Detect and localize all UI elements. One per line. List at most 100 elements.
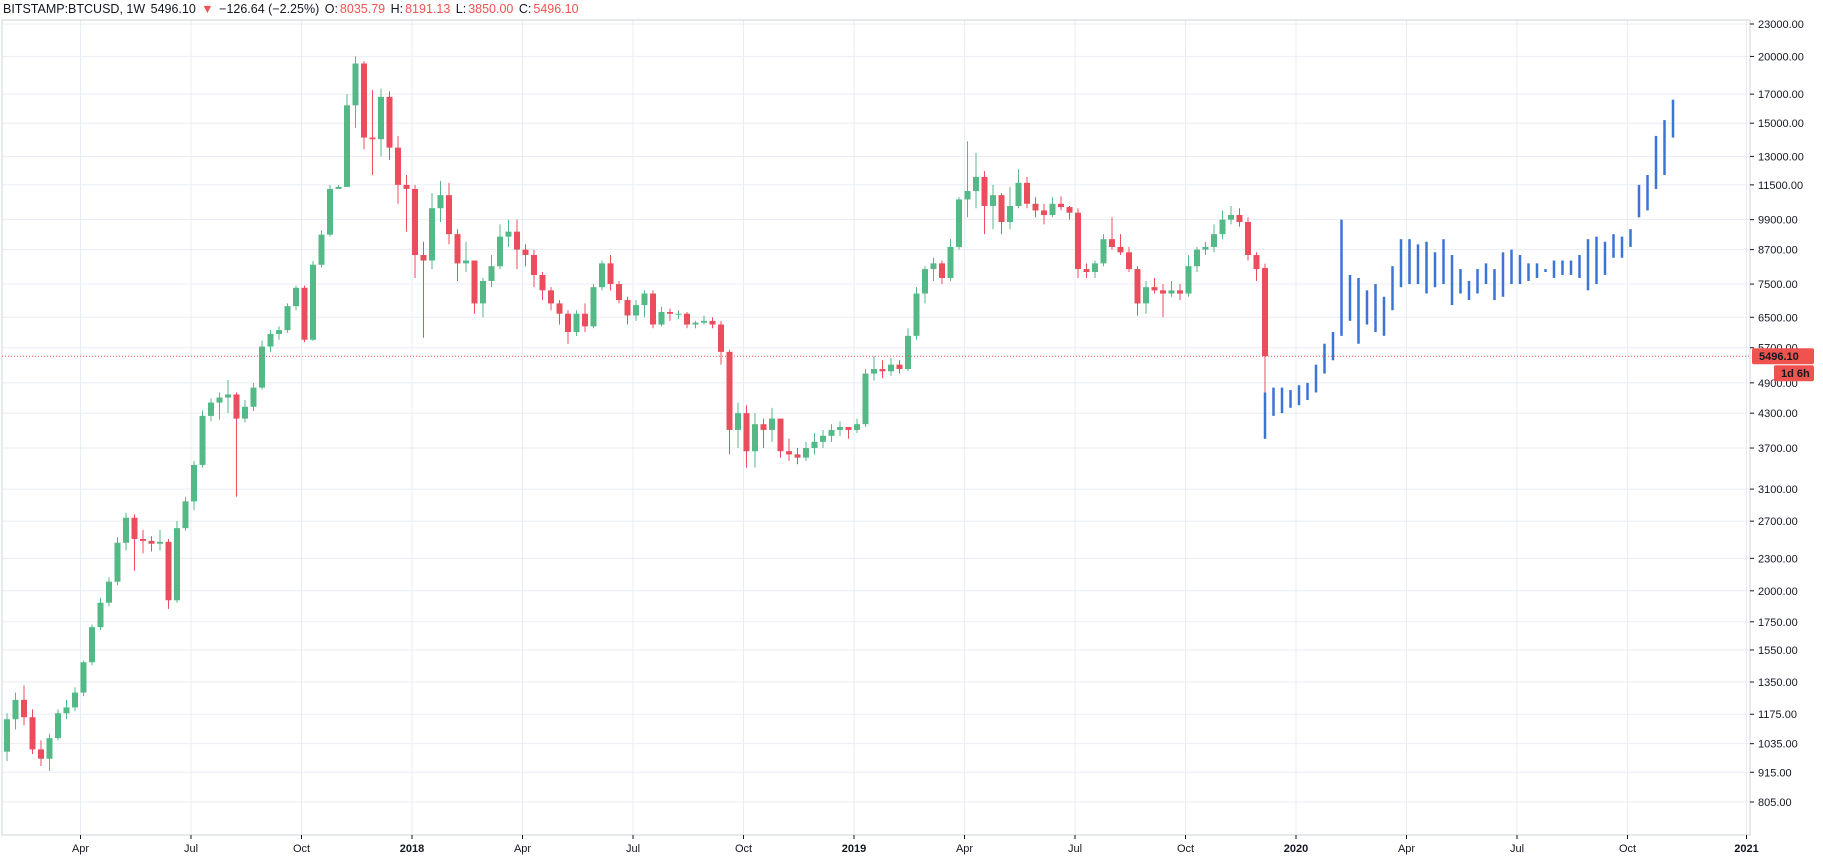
candle: [1211, 224, 1217, 253]
y-tick-label: 4300.00: [1758, 408, 1798, 420]
price-label-bg: [1752, 348, 1814, 365]
candle-body: [582, 313, 588, 327]
candle: [539, 271, 546, 301]
candle: [148, 536, 155, 552]
candle: [463, 241, 469, 272]
candle-body: [310, 264, 316, 340]
time-axis[interactable]: Apr Jul Oct 2018 Apr Jul Oct 2019 Apr Jul Oct 2020 A…: [72, 835, 1823, 855]
candle-body: [539, 274, 546, 291]
price-axis[interactable]: 805.00 915.00 1035.00 1175.00 1350.00 1550.00…: [1750, 19, 1804, 809]
candle-body: [896, 364, 903, 370]
candle: [879, 360, 886, 379]
candle-body: [29, 717, 36, 750]
candle-body: [1219, 219, 1226, 235]
candle-body: [1015, 182, 1022, 206]
candle: [616, 280, 622, 304]
candle-body: [786, 451, 792, 455]
candle-body: [21, 699, 27, 718]
candle: [114, 537, 121, 586]
candle: [624, 296, 631, 325]
candle: [199, 410, 206, 468]
candle: [760, 418, 767, 449]
candle-body: [1117, 246, 1124, 253]
candle-body: [106, 581, 112, 603]
candle-body: [607, 263, 614, 285]
candle-body: [879, 369, 886, 372]
candle: [556, 300, 563, 325]
candle-body: [820, 435, 826, 442]
candle-body: [38, 749, 44, 759]
candle: [1126, 246, 1132, 272]
x-tick-label: Apr: [1398, 843, 1415, 855]
candle: [845, 427, 852, 439]
candle-body: [1202, 246, 1209, 250]
candle: [939, 260, 945, 285]
candle: [1185, 255, 1192, 297]
candle-body: [871, 369, 877, 374]
candle-body: [318, 234, 325, 265]
candle: [565, 310, 571, 344]
candle: [1032, 197, 1039, 218]
candle-body: [522, 249, 529, 256]
candle-body: [845, 427, 852, 430]
candle: [369, 90, 376, 175]
candle: [913, 287, 920, 340]
candle: [803, 441, 809, 461]
candle: [641, 290, 648, 318]
candle-body: [403, 184, 410, 189]
x-tick-label: Jul: [626, 843, 640, 855]
candle-body: [233, 394, 240, 419]
candle-body: [718, 324, 724, 352]
candle-body: [854, 424, 860, 430]
candle-body: [378, 96, 384, 140]
candle-body: [1245, 221, 1251, 256]
candle-body: [301, 287, 308, 340]
candle-body: [55, 713, 61, 739]
candle: [55, 709, 61, 741]
candle: [531, 249, 537, 288]
candle: [1228, 205, 1234, 225]
y-tick-label: 1035.00: [1758, 739, 1798, 751]
candle-body: [250, 387, 257, 407]
candle: [284, 303, 291, 333]
y-tick-label: 3100.00: [1758, 484, 1798, 496]
candle: [811, 432, 818, 455]
candle: [1151, 277, 1158, 294]
candle-body: [505, 231, 512, 237]
candle: [871, 356, 877, 381]
y-tick-label: 9900.00: [1758, 215, 1798, 227]
candle-body: [1236, 214, 1243, 222]
candle-body: [1143, 287, 1149, 304]
x-tick-label: Oct: [1619, 843, 1636, 855]
candle-body: [429, 208, 435, 261]
candle-body: [1041, 210, 1047, 215]
candle-body: [327, 188, 333, 235]
candle: [131, 514, 138, 571]
x-tick-label: 2021: [1734, 843, 1758, 855]
candle: [650, 290, 656, 329]
candle-body: [1151, 287, 1158, 291]
close-value: 5496.10: [533, 2, 579, 16]
candle-body: [63, 707, 70, 714]
candle-body: [641, 293, 648, 306]
candle-body: [1126, 252, 1132, 270]
candle-body: [148, 540, 155, 544]
x-tick-label: 2018: [400, 843, 424, 855]
candle: [310, 261, 316, 341]
candle-body: [446, 195, 452, 235]
candle-body: [199, 415, 206, 465]
candle-body: [1160, 290, 1166, 294]
countdown-label: 1d 6h: [1781, 368, 1810, 380]
candle-body: [131, 517, 138, 540]
candle: [208, 398, 214, 422]
candle: [46, 733, 53, 772]
candle: [888, 358, 894, 376]
y-tick-label: 1550.00: [1758, 645, 1798, 657]
candle-body: [1100, 239, 1107, 264]
candle: [420, 241, 427, 338]
candle: [352, 56, 359, 128]
symbol-label[interactable]: BITSTAMP:BTCUSD, 1W: [3, 2, 146, 16]
candle: [930, 257, 937, 281]
candle: [1160, 284, 1166, 318]
